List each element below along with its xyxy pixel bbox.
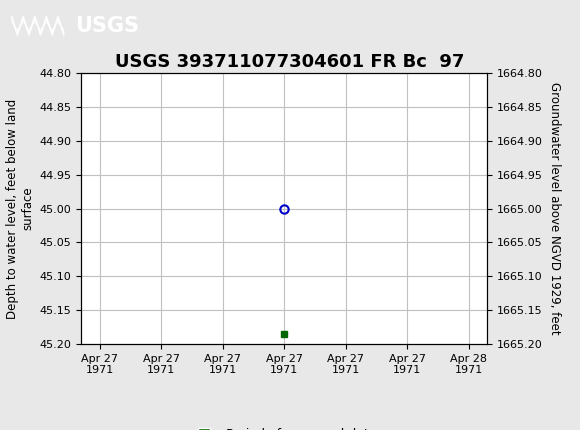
Y-axis label: Groundwater level above NGVD 1929, feet: Groundwater level above NGVD 1929, feet bbox=[548, 82, 561, 335]
Y-axis label: Depth to water level, feet below land
surface: Depth to water level, feet below land su… bbox=[6, 98, 34, 319]
Text: USGS 393711077304601 FR Bc  97: USGS 393711077304601 FR Bc 97 bbox=[115, 53, 465, 71]
Legend: Period of approved data: Period of approved data bbox=[186, 423, 382, 430]
Text: USGS: USGS bbox=[75, 16, 139, 36]
